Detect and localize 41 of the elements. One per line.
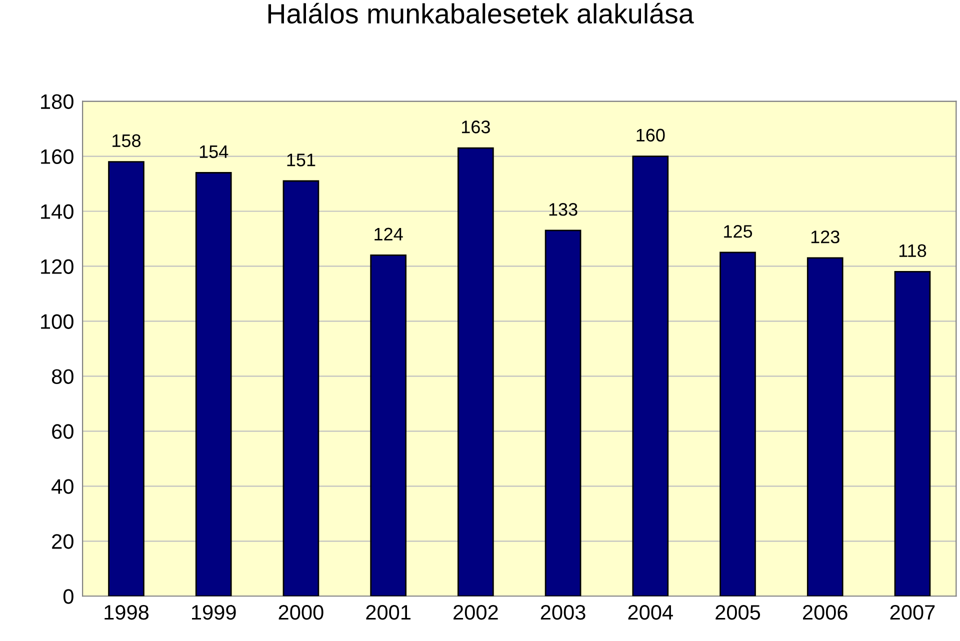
y-tick-label: 20 bbox=[52, 534, 74, 549]
x-tick-label: 2004 bbox=[628, 605, 673, 620]
y-tick-label: 140 bbox=[41, 204, 74, 219]
y-tick-label: 180 bbox=[41, 94, 74, 110]
y-tick-label: 120 bbox=[41, 259, 74, 274]
data-label: 125 bbox=[724, 225, 752, 238]
data-label: 118 bbox=[899, 244, 926, 258]
bar bbox=[806, 257, 844, 596]
bar bbox=[632, 156, 669, 596]
x-tick-label: 2006 bbox=[803, 605, 848, 620]
bar bbox=[894, 271, 931, 596]
bar bbox=[195, 172, 232, 596]
x-tick-label: 2005 bbox=[716, 605, 760, 620]
y-tick-label: 160 bbox=[41, 149, 74, 164]
chart-title: Halálos munkabalesetek alakulása bbox=[268, 2, 694, 24]
bar bbox=[282, 180, 320, 596]
x-tick-label: 1998 bbox=[104, 605, 149, 620]
y-tick-label: 80 bbox=[52, 369, 74, 384]
y-tick-label: 0 bbox=[63, 589, 74, 604]
data-label: 160 bbox=[636, 128, 665, 142]
bar bbox=[544, 230, 582, 596]
x-tick-label: 2001 bbox=[366, 605, 410, 620]
data-label: 123 bbox=[811, 230, 840, 244]
x-tick-label: 2007 bbox=[890, 605, 935, 620]
bar bbox=[458, 147, 494, 596]
data-label: 151 bbox=[287, 154, 316, 166]
x-tick-label: 1999 bbox=[192, 605, 236, 620]
data-label: 163 bbox=[462, 120, 490, 134]
data-label: 154 bbox=[200, 145, 228, 158]
data-label: 133 bbox=[549, 203, 578, 216]
x-tick-label: 2002 bbox=[454, 605, 498, 620]
y-tick-label: 60 bbox=[52, 424, 74, 439]
bar bbox=[108, 161, 144, 596]
y-tick-label: 100 bbox=[41, 314, 74, 329]
bar bbox=[370, 254, 406, 596]
y-tick-label: 40 bbox=[52, 479, 74, 494]
bar bbox=[720, 252, 756, 596]
data-label: 124 bbox=[374, 228, 403, 240]
x-tick-label: 2000 bbox=[278, 605, 324, 620]
data-label: 158 bbox=[112, 134, 141, 148]
x-tick-label: 2003 bbox=[540, 605, 586, 620]
